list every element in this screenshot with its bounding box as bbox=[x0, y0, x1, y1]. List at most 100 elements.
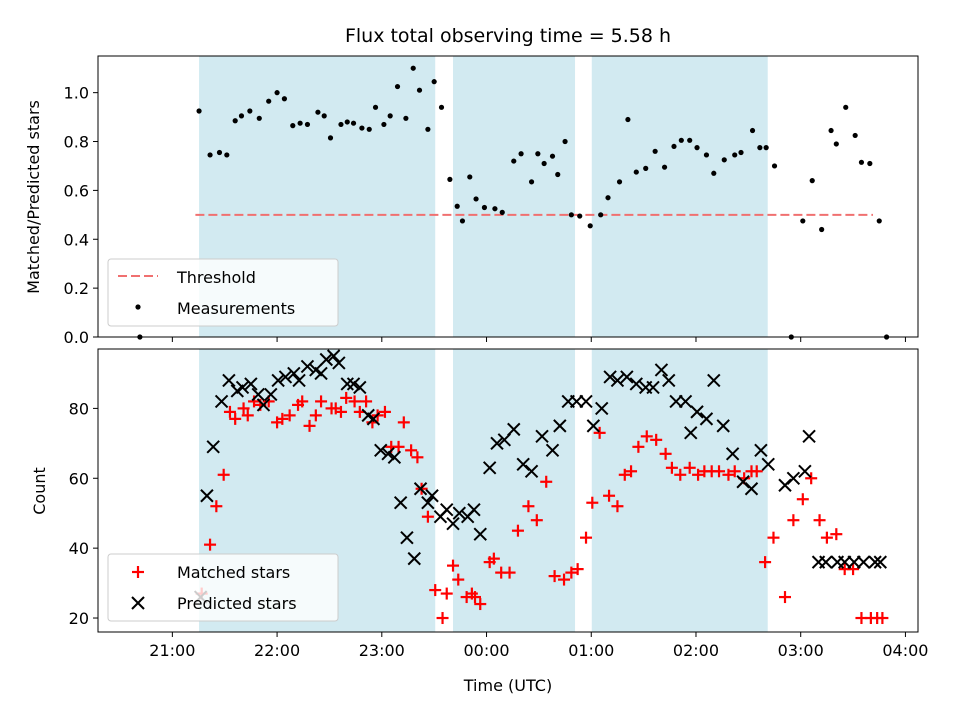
measurement-point bbox=[687, 137, 693, 143]
matched-star-point bbox=[830, 528, 843, 541]
matched-star-point bbox=[340, 391, 353, 404]
matched-star-point bbox=[309, 409, 322, 422]
predicted-star-point bbox=[798, 464, 812, 478]
count-x-ticks: 21:00 22:00 23:00 00:00 01:00 02:00 03:00 04:00 bbox=[149, 632, 928, 660]
predicted-star-point bbox=[292, 373, 306, 388]
predicted-star-point bbox=[610, 373, 625, 388]
measurement-point bbox=[661, 164, 668, 170]
matched-star-point bbox=[511, 524, 524, 537]
legend-measurements-label: Measurements bbox=[177, 299, 295, 318]
predicted-stars-points bbox=[193, 349, 888, 604]
measurement-point bbox=[372, 104, 379, 110]
measurement-points bbox=[137, 65, 890, 340]
predicted-star-point bbox=[264, 387, 278, 402]
matched-star-point bbox=[241, 409, 254, 422]
predicted-star-point bbox=[802, 429, 816, 444]
measurement-point bbox=[266, 98, 272, 104]
matched-star-point bbox=[217, 468, 230, 481]
measurement-point bbox=[304, 121, 311, 128]
count-legend: Matched stars Predicted stars bbox=[107, 553, 339, 622]
predicted-star-point bbox=[716, 419, 730, 433]
measurement-point bbox=[694, 145, 700, 151]
predicted-star-point bbox=[425, 489, 439, 503]
matched-star-point bbox=[440, 587, 453, 600]
predicted-star-point bbox=[473, 527, 487, 541]
y-tick-label: 20 bbox=[69, 609, 89, 628]
measurement-point bbox=[541, 160, 547, 167]
matched-star-point bbox=[522, 500, 535, 513]
measurement-point bbox=[511, 158, 517, 164]
matched-star-point bbox=[665, 461, 678, 474]
matched-star-point bbox=[223, 405, 236, 418]
measurement-point bbox=[633, 169, 639, 175]
legend-matched-swatch bbox=[132, 566, 144, 578]
matched-star-point bbox=[276, 412, 289, 425]
y-tick-label: 1.0 bbox=[64, 84, 89, 103]
measurement-point bbox=[528, 179, 535, 185]
predicted-star-point bbox=[507, 422, 521, 437]
measurement-point bbox=[473, 196, 479, 202]
count-y-axis-label: Count bbox=[30, 467, 49, 515]
ratio-panel: 0.0 0.2 0.4 0.6 0.8 1.0 Matched/Predicted sta… bbox=[24, 55, 919, 347]
measurement-point bbox=[616, 179, 623, 185]
measurement-point bbox=[196, 108, 202, 114]
predicted-star-point bbox=[490, 436, 504, 451]
predicted-star-point bbox=[662, 373, 676, 388]
matched-star-point bbox=[397, 416, 410, 429]
matched-star-point bbox=[469, 591, 482, 604]
predicted-star-point bbox=[707, 373, 721, 388]
predicted-star-point bbox=[654, 363, 669, 377]
measurement-point bbox=[568, 212, 574, 218]
predicted-star-point bbox=[251, 387, 265, 402]
predicted-star-point bbox=[400, 530, 414, 545]
matched-star-point bbox=[778, 591, 791, 604]
matched-star-point bbox=[210, 500, 223, 513]
predicted-star-point bbox=[482, 461, 497, 475]
matched-star-point bbox=[659, 447, 672, 460]
measurement-point bbox=[425, 126, 431, 132]
x-tick-label: 22:00 bbox=[254, 641, 300, 660]
measurement-point bbox=[232, 118, 238, 124]
matched-star-point bbox=[571, 563, 584, 576]
count-axes-frame bbox=[97, 348, 919, 633]
predicted-star-point bbox=[847, 555, 861, 569]
measurement-point bbox=[350, 120, 357, 126]
predicted-star-point bbox=[222, 373, 236, 388]
predicted-star-point bbox=[873, 555, 888, 569]
matched-star-point bbox=[625, 465, 638, 478]
predicted-star-point bbox=[440, 503, 454, 517]
measurement-point bbox=[410, 65, 416, 71]
predicted-star-point bbox=[819, 555, 833, 569]
predicted-star-point bbox=[214, 394, 229, 409]
measurement-point bbox=[833, 141, 839, 147]
matched-star-point bbox=[640, 430, 653, 443]
ratio-x-ticks bbox=[171, 337, 906, 342]
legend-predicted-label: Predicted stars bbox=[177, 594, 297, 613]
matched-star-point bbox=[405, 444, 418, 457]
predicted-star-point bbox=[467, 503, 481, 517]
predicted-star-point bbox=[603, 370, 617, 384]
y-tick-label: 0.2 bbox=[64, 279, 89, 298]
measurement-point bbox=[459, 218, 466, 224]
count-panel: 20 40 60 80 21:00 22:00 23:00 00:00 01:00 02:00 0… bbox=[30, 348, 928, 695]
measurement-point bbox=[598, 212, 604, 218]
predicted-star-point bbox=[535, 429, 549, 444]
matched-star-point bbox=[692, 468, 705, 481]
measurement-point bbox=[671, 143, 677, 150]
y-tick-label: 80 bbox=[69, 399, 89, 418]
predicted-star-point bbox=[446, 516, 460, 531]
predicted-star-point bbox=[524, 464, 539, 478]
matched-star-point bbox=[796, 493, 809, 506]
measurement-point bbox=[387, 113, 393, 119]
measurement-point bbox=[499, 209, 505, 215]
measurement-point bbox=[738, 149, 744, 156]
matched-star-point bbox=[674, 468, 687, 481]
measurement-point bbox=[763, 145, 769, 151]
matched-star-point bbox=[713, 465, 726, 478]
measurement-point bbox=[247, 108, 253, 114]
measurement-point bbox=[338, 121, 344, 128]
measurement-point bbox=[867, 160, 873, 167]
predicted-star-point bbox=[699, 412, 714, 426]
measurement-point bbox=[238, 113, 245, 119]
y-tick-label: 60 bbox=[69, 469, 89, 488]
